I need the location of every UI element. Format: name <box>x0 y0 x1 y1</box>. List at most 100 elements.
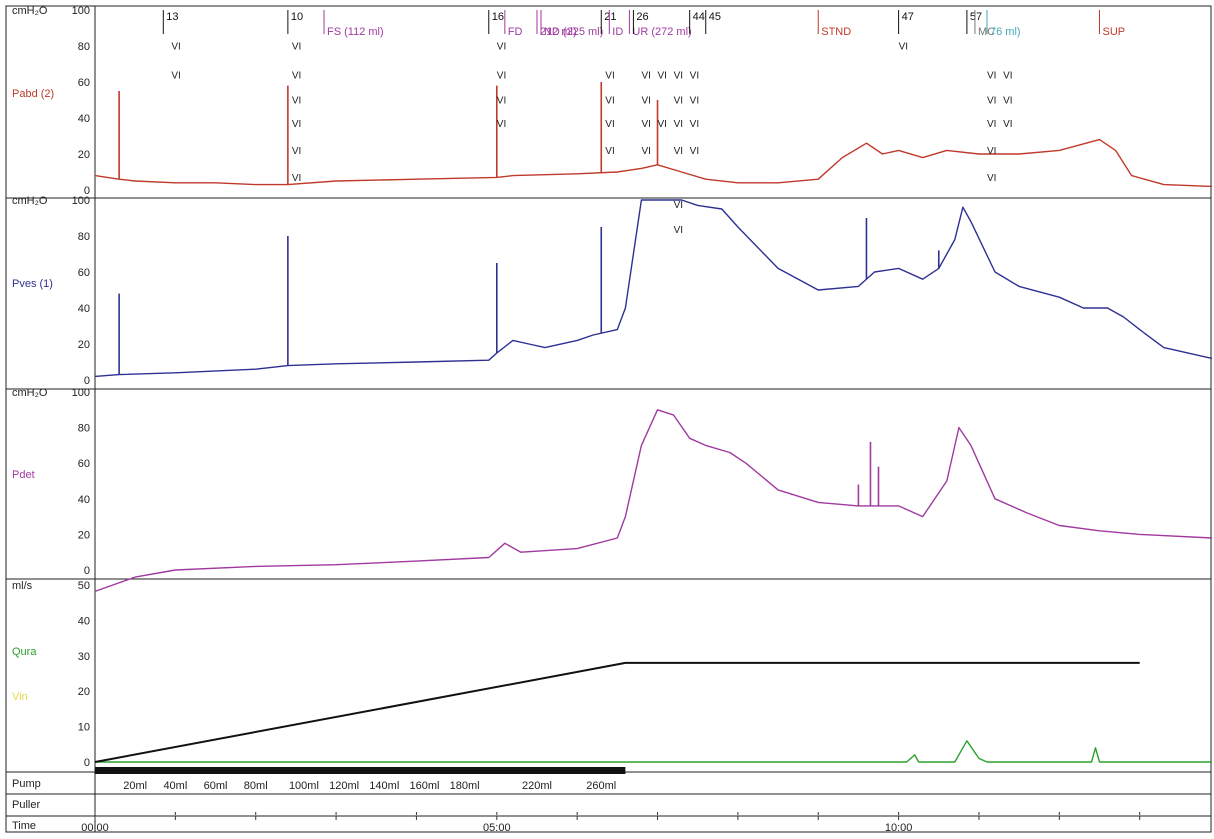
pump-volume-label: 120ml <box>329 780 359 792</box>
vi-marker: VI <box>641 119 650 130</box>
event-label: FS (112 ml) <box>327 26 384 38</box>
vi-marker: VI <box>674 146 683 157</box>
puller-label: Puller <box>12 799 40 811</box>
vi-marker: VI <box>605 70 614 81</box>
panel-unit-label: cmH₂O <box>12 195 48 207</box>
pump-volume-label: 260ml <box>586 780 616 792</box>
panel-unit-label: cmH₂O <box>12 5 48 17</box>
vi-marker: VI <box>497 70 506 81</box>
event-label: 76 ml) <box>990 26 1021 38</box>
vi-marker: VI <box>690 119 699 130</box>
vi-marker: VI <box>292 173 301 184</box>
series-line <box>95 740 1212 763</box>
pump-label: Pump <box>12 778 41 790</box>
event-label: ID <box>612 26 623 38</box>
event-label: ND (225 ml) <box>544 26 603 38</box>
vi-marker: VI <box>1003 119 1012 130</box>
vi-marker: VI <box>690 70 699 81</box>
event-label: 21 <box>604 11 616 23</box>
vi-marker: VI <box>292 70 301 81</box>
y-tick-label: 20 <box>78 149 90 161</box>
vi-marker: VI <box>171 42 180 53</box>
bottom-rows: Pump 20ml 40ml 60ml 80ml 100ml 120ml 140ml 160ml… <box>12 767 1141 834</box>
series-line <box>94 138 1213 188</box>
vi-marker: VI <box>690 96 699 107</box>
vi-marker: VI <box>674 119 683 130</box>
vi-marker: VI <box>1003 96 1012 107</box>
vi-marker: VI <box>674 70 683 81</box>
pump-volume-label: 100ml <box>289 780 319 792</box>
event-markers: 13 10 FS (112 ml) 16 FD 212 ml)ND (225 ml)21 I… <box>162 10 1125 38</box>
event-label: FD <box>508 26 523 38</box>
y-tick-label: 60 <box>78 77 90 89</box>
y-tick-label: 0 <box>84 375 90 387</box>
series-line <box>94 199 1213 378</box>
y-tick-label: 80 <box>78 41 90 53</box>
vi-marker: VI <box>641 96 650 107</box>
vi-marker: VI <box>899 42 908 53</box>
pump-volume-label: 20ml <box>123 780 147 792</box>
vi-marker: VI <box>987 96 996 107</box>
event-label: 47 <box>902 11 914 23</box>
y-tick-label: 0 <box>84 185 90 197</box>
pump-on-bar <box>95 767 626 774</box>
vi-marker: VI <box>987 146 996 157</box>
time-tick-label: 05:00 <box>483 822 511 834</box>
vi-marker: VI <box>171 70 180 81</box>
event-label: 10 <box>291 11 303 23</box>
y-tick-label: 0 <box>84 565 90 577</box>
outer-border <box>5 5 1212 833</box>
y-tick-label: 100 <box>72 195 90 207</box>
vi-marker: VI <box>658 70 667 81</box>
series-line <box>94 409 1213 593</box>
y-tick-label: 40 <box>78 303 90 315</box>
vi-marker: VI <box>641 146 650 157</box>
vi-marker: VI <box>292 42 301 53</box>
time-tick-label: 10:00 <box>885 822 913 834</box>
y-tick-label: 10 <box>78 722 90 734</box>
vi-marker: VI <box>605 96 614 107</box>
pump-volume-label: 160ml <box>409 780 439 792</box>
event-label: 13 <box>166 11 178 23</box>
vi-marker: VI <box>292 119 301 130</box>
pump-volume-label: 220ml <box>522 780 552 792</box>
event-label: 26 <box>636 11 648 23</box>
y-tick-label: 0 <box>84 757 90 769</box>
vi-marker: VI <box>690 146 699 157</box>
pump-volume-label: 40ml <box>163 780 187 792</box>
panel-unit-label: cmH₂O <box>12 387 48 399</box>
event-label: 57 <box>970 11 982 23</box>
vi-marker: VI <box>605 119 614 130</box>
y-tick-label: 40 <box>78 494 90 506</box>
event-label: 16 <box>492 11 504 23</box>
event-label: 212 ml) <box>540 26 577 38</box>
y-tick-label: 100 <box>72 5 90 17</box>
series-legend-label: Pdet <box>12 469 35 481</box>
pump-volume-label: 80ml <box>244 780 268 792</box>
y-tick-label: 100 <box>72 387 90 399</box>
vi-marker: VI <box>987 70 996 81</box>
y-tick-label: 80 <box>78 423 90 435</box>
event-label: STND <box>821 26 851 38</box>
vi-marker: VI <box>497 96 506 107</box>
vi-marker: VI <box>987 119 996 130</box>
vi-marker: VI <box>674 225 683 236</box>
pump-volume-label: 60ml <box>204 780 228 792</box>
y-tick-label: 20 <box>78 686 90 698</box>
y-tick-label: 50 <box>78 580 90 592</box>
vi-marker: VI <box>497 42 506 53</box>
pump-volume-label: 140ml <box>369 780 399 792</box>
y-tick-label: 80 <box>78 231 90 243</box>
vi-marker: VI <box>1003 70 1012 81</box>
series-legend-label: Pves (1) <box>12 278 53 290</box>
traces <box>94 82 1213 763</box>
vi-marker: VI <box>674 96 683 107</box>
series-line <box>94 661 1140 763</box>
series-legend-label: Vin <box>12 691 28 703</box>
event-label: SUP <box>1102 26 1125 38</box>
time-tick-label: 00:00 <box>81 822 109 834</box>
event-label: 45 <box>709 11 721 23</box>
